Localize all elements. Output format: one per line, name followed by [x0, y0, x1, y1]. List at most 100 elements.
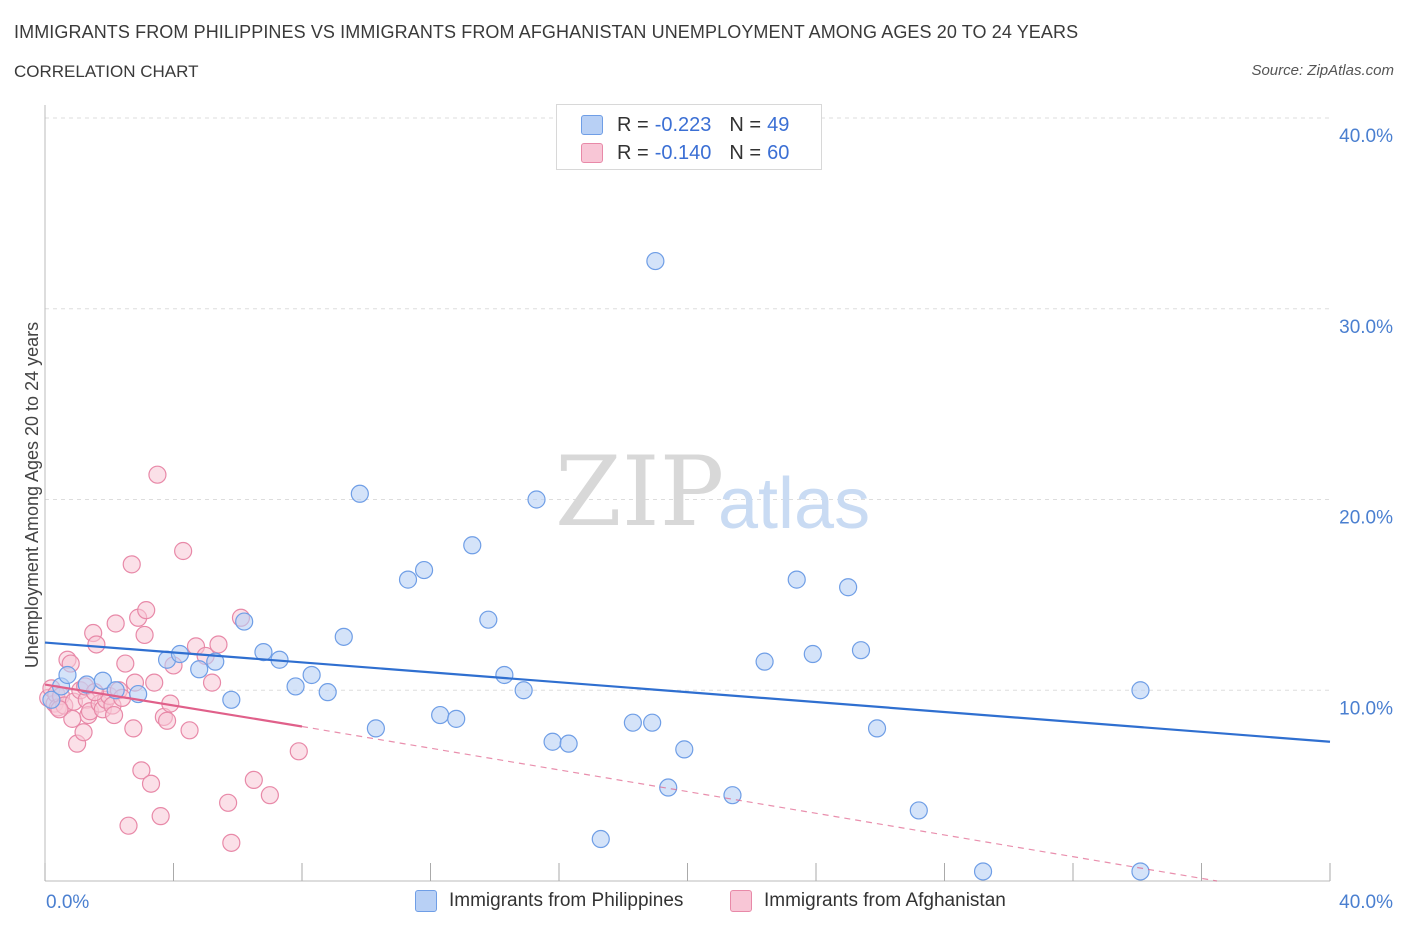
series-swatch-pink [730, 890, 752, 912]
afghanistan-trend-line [44, 683, 303, 728]
tick-labels: 10.0% 20.0% 30.0% 40.0% 0.0% 40.0% [46, 126, 1393, 913]
philippines-point [559, 734, 578, 753]
afghanistan-point [122, 555, 141, 574]
afghanistan-point [116, 654, 135, 673]
afghanistan-point [222, 833, 241, 852]
philippines-point [543, 732, 562, 751]
axes [44, 105, 1331, 882]
x-tick-label: 0.0% [46, 892, 89, 913]
watermark: ZIP atlas [555, 436, 870, 548]
philippines-point [803, 644, 822, 664]
legend-swatch-blue [581, 115, 603, 135]
philippines-point [495, 665, 514, 685]
source-label: Source: ZipAtlas.com [1251, 62, 1394, 79]
philippines-point [190, 660, 209, 679]
trend-lines [44, 641, 1331, 882]
afghanistan-point [174, 541, 193, 561]
correlation-legend: R = -0.223 N = 49 R = -0.140 N = 60 [556, 104, 822, 170]
legend-n-label: N = [729, 141, 762, 164]
philippines-point [755, 652, 774, 671]
afghanistan-point [141, 774, 161, 793]
series-legend-afghanistan[interactable]: Immigrants from Afghanistan [730, 890, 1006, 912]
philippines-point [675, 740, 694, 759]
legend-row-philippines: R = -0.223 N = 49 [581, 113, 789, 137]
philippines-point [839, 578, 858, 597]
legend-n-value: 49 [767, 113, 790, 136]
afghanistan-point [132, 761, 151, 780]
afghanistan-point [180, 721, 199, 740]
afghanistan-point [244, 770, 263, 790]
philippines-point [973, 862, 993, 881]
philippines-point [93, 671, 112, 690]
philippines-point [286, 677, 305, 696]
afghanistan-point [157, 711, 177, 730]
philippines-point [302, 665, 321, 685]
series-label-afghanistan: Immigrants from Afghanistan [764, 890, 1006, 911]
philippines-point [366, 719, 385, 738]
philippines-point [235, 612, 254, 631]
philippines-point [643, 713, 662, 732]
afghanistan-point [289, 742, 308, 761]
legend-n-label: N = [729, 113, 762, 136]
y-tick-label: 30.0% [1339, 317, 1393, 338]
philippines-point [591, 829, 610, 849]
philippines-point [623, 713, 642, 732]
watermark-atlas: atlas [718, 464, 870, 544]
philippines-point [646, 251, 665, 271]
y-tick-label: 20.0% [1339, 508, 1393, 529]
y-tick-label: 10.0% [1339, 698, 1393, 719]
philippines-point [463, 536, 482, 555]
philippines-point [787, 570, 806, 589]
chart-title: IMMIGRANTS FROM PHILIPPINES VS IMMIGRANT… [14, 22, 1079, 42]
legend-n-value: 60 [767, 141, 790, 164]
philippines-point [867, 719, 887, 738]
afghanistan-point [119, 816, 138, 835]
philippines-point [1131, 862, 1150, 881]
legend-r-value: -0.223 [654, 113, 712, 136]
x-tick-label: 40.0% [1339, 892, 1393, 913]
philippines-point [398, 570, 418, 589]
series-swatch-blue [415, 890, 437, 912]
philippines-point [909, 801, 928, 820]
afghanistan-point [106, 614, 125, 633]
legend-r-label: R = [617, 141, 649, 164]
philippines-point [334, 627, 353, 646]
philippines-trend-line [44, 641, 1331, 743]
series-label-philippines: Immigrants from Philippines [449, 890, 684, 911]
philippines-point [414, 560, 434, 580]
philippines-point [659, 778, 678, 797]
grid [45, 117, 1330, 691]
philippines-point [318, 683, 337, 702]
afghanistan-trend-extension [301, 725, 1218, 882]
philippines-point [527, 490, 546, 509]
afghanistan-point [63, 709, 82, 728]
philippines-point [1131, 681, 1150, 700]
afghanistan-point [145, 673, 164, 692]
afghanistan-point [202, 673, 222, 692]
series-legend-philippines[interactable]: Immigrants from Philippines [415, 890, 683, 912]
legend-swatch-pink [581, 143, 603, 163]
y-axis-label: Unemployment Among Ages 20 to 24 years [22, 322, 42, 668]
philippines-point [42, 690, 61, 709]
philippines-point [350, 484, 369, 503]
afghanistan-point [87, 635, 106, 654]
legend-r-value: -0.140 [654, 141, 712, 164]
afghanistan-point [135, 625, 154, 645]
philippines-points [42, 251, 1150, 881]
afghanistan-point [151, 807, 170, 826]
philippines-point [206, 652, 225, 671]
afghanistan-point [209, 635, 228, 654]
afghanistan-point [137, 601, 156, 620]
afghanistan-point [148, 465, 167, 484]
legend-row-afghanistan: R = -0.140 N = 60 [581, 141, 789, 165]
watermark-zip: ZIP [555, 436, 724, 548]
series-legend: Immigrants from Philippines Immigrants f… [0, 890, 1406, 916]
afghanistan-point [219, 793, 238, 812]
philippines-point [447, 709, 466, 728]
afghanistan-point [74, 723, 93, 742]
philippines-point [431, 705, 450, 725]
afghanistan-point [260, 786, 279, 805]
philippines-point [222, 690, 241, 709]
afghanistan-point [104, 705, 124, 725]
